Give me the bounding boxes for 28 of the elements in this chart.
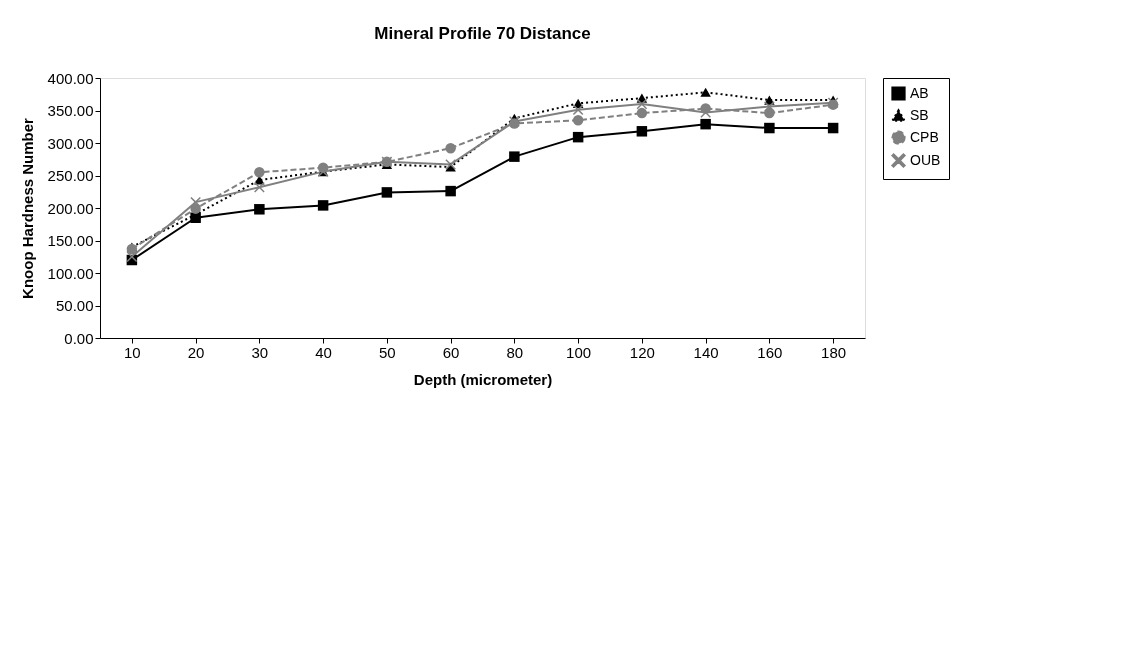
- chart-title: Mineral Profile 70 Distance: [374, 24, 591, 43]
- y-tick-label: 100.00: [47, 264, 94, 282]
- y-tick-label: 400.00: [47, 69, 94, 87]
- x-tick-label: 100: [566, 343, 592, 361]
- x-tick-label: 60: [442, 343, 460, 361]
- y-tick-label: 200.00: [47, 199, 94, 217]
- x-tick-label: 10: [124, 343, 141, 361]
- y-tick-label: 300.00: [47, 134, 94, 152]
- y-tick-label: 50.00: [55, 297, 94, 314]
- y-tick-label: 350.00: [47, 102, 94, 119]
- x-tick-label: 80: [506, 343, 524, 361]
- legend-label: OUB: [910, 151, 941, 168]
- y-axis-title: Knoop Hardness Number: [18, 117, 36, 299]
- y-tick-label: 0.00: [64, 329, 94, 347]
- legend-label: CPB: [910, 128, 939, 145]
- y-tick-label: 150.00: [47, 232, 94, 249]
- x-tick-label: 20: [187, 343, 205, 361]
- x-axis-title: Depth (micrometer): [413, 370, 553, 388]
- x-tick-label: 50: [379, 343, 396, 361]
- x-tick-label: 40: [315, 343, 332, 361]
- x-tick-label: 30: [251, 343, 269, 361]
- x-tick-label: 120: [629, 343, 655, 361]
- x-tick-label: 160: [757, 343, 783, 361]
- y-tick-label: 250.00: [47, 167, 94, 184]
- x-tick-label: 140: [693, 343, 719, 361]
- legend-label: SB: [910, 106, 929, 123]
- x-tick-label: 180: [821, 343, 847, 361]
- legend-label: AB: [910, 84, 929, 101]
